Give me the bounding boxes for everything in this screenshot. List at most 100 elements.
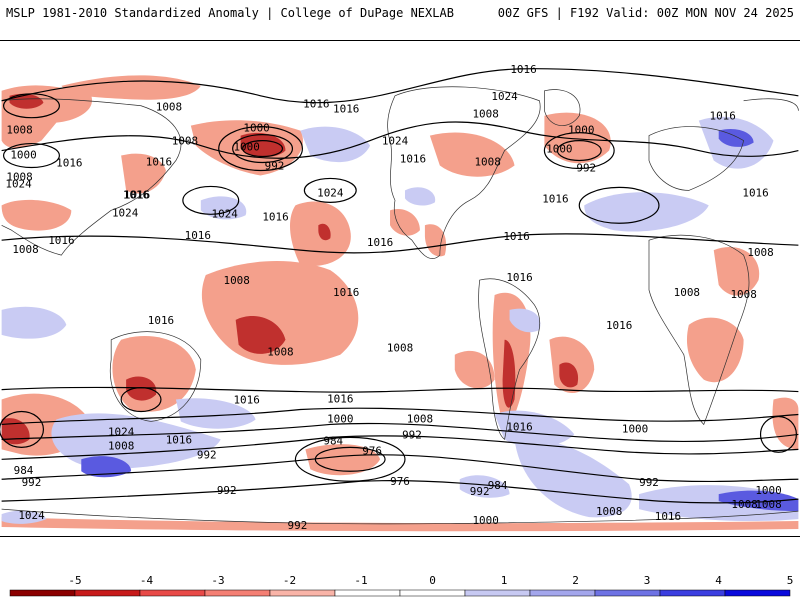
isobar-label: 1016 xyxy=(506,271,532,284)
isobar-label: 1008 xyxy=(474,155,500,168)
isobar-low-center xyxy=(218,126,303,172)
coastline-africa xyxy=(648,234,750,426)
colorbar-swatches xyxy=(9,589,791,597)
chart-title: MSLP 1981-2010 Standardized Anomaly | Co… xyxy=(6,6,454,20)
anomaly-patch xyxy=(126,376,157,401)
isobar-label: 1016 xyxy=(367,236,393,249)
mslp-anomaly-map: 1016 1008 1008 1016 1008 1000 1008 1016 1024 1000… xyxy=(0,40,800,537)
isobar-label: 1016 xyxy=(400,153,426,166)
isobar-label: 1016 xyxy=(166,433,192,446)
isobar-label: 992 xyxy=(470,485,490,498)
anomaly-patch xyxy=(235,315,286,354)
isobar-low-center xyxy=(294,436,406,482)
colorbar-tick-label: -5 xyxy=(68,574,81,587)
isobar-label: 1024 xyxy=(108,425,135,438)
coastlines xyxy=(1,86,799,525)
anomaly-patch xyxy=(718,490,799,512)
isobar-label: 1024 xyxy=(317,186,344,199)
isobar-label: 1016 xyxy=(48,234,74,247)
colorbar-swatch xyxy=(74,589,141,597)
isobar-label: 1016 xyxy=(303,98,329,111)
isobar-label: 1016 xyxy=(510,63,536,76)
colorbar-tick-label: -3 xyxy=(211,574,224,587)
isobar-label: 1000 xyxy=(10,149,36,162)
isobar-low-center xyxy=(0,410,45,448)
isobar-low-center xyxy=(3,142,60,169)
isobar-label: 984 xyxy=(14,464,34,477)
isobar-low-center xyxy=(3,93,60,119)
colorbar-tick-label: -4 xyxy=(140,574,154,587)
isobar-labels: 1016 1008 1008 1016 1008 1000 1008 1016 1024 1000… xyxy=(5,63,781,532)
isobar-low-center xyxy=(232,134,294,164)
isobar-label: 1016 xyxy=(333,286,359,299)
colorbar-swatch xyxy=(464,589,531,597)
anomaly-patch xyxy=(718,128,754,147)
colorbar-swatch xyxy=(594,589,661,597)
anomaly-patch xyxy=(686,317,744,383)
isobar-label: 1016 xyxy=(506,420,532,433)
isobar-label: 1016 xyxy=(655,510,681,523)
isobar-high-center xyxy=(182,185,240,215)
colorbar-tick-label: 4 xyxy=(715,574,722,587)
anomaly-patch xyxy=(300,126,371,163)
isobar-label: 1016 xyxy=(606,319,632,332)
colorbar-tick-label: -2 xyxy=(283,574,296,587)
isobar-line xyxy=(1,407,799,426)
anomaly-patch xyxy=(318,223,331,241)
isobar-label: 992 xyxy=(197,448,217,461)
isobar-label: 1016 xyxy=(148,314,174,327)
isobar-label: 1008 xyxy=(674,286,700,299)
isobar-high-center xyxy=(578,186,660,224)
isobar-label: 984 xyxy=(488,479,508,492)
anomaly-patch xyxy=(240,132,286,158)
isobar-label: 1024 xyxy=(112,206,139,219)
isobar-low-center xyxy=(543,132,615,170)
anomaly-patch xyxy=(454,350,495,389)
colorbar-swatch xyxy=(659,589,726,597)
anomaly-patch xyxy=(175,398,256,429)
coastline-europe xyxy=(648,126,745,191)
anomaly-patch xyxy=(404,187,436,206)
isobar-line xyxy=(1,480,799,504)
isobar-label: 992 xyxy=(22,476,42,489)
colorbar-swatch xyxy=(399,589,466,597)
isobar-line xyxy=(1,68,799,104)
colorbar-ticks: -5 -4 -3 -2 -1 0 1 2 3 4 5 xyxy=(68,574,793,587)
isobar-label: 1016 xyxy=(262,210,288,223)
colorbar-swatch xyxy=(529,589,596,597)
anomaly-patch xyxy=(81,456,132,478)
isobar-label: 1008 xyxy=(747,246,773,259)
isobar-label: 1008 xyxy=(156,101,182,114)
anomaly-patch xyxy=(713,247,760,296)
model-run-label: 00Z GFS | F192 Valid: 00Z MON NOV 24 202… xyxy=(497,6,794,20)
isobar-label: 1024 xyxy=(382,135,409,148)
isobar-label: 1008 xyxy=(172,135,198,148)
isobar-label: 1008 xyxy=(596,505,622,518)
isobar-label: 992 xyxy=(217,484,237,497)
isobar-line xyxy=(1,422,799,443)
anomaly-patch xyxy=(1,517,799,532)
coastline-north-america xyxy=(387,86,541,260)
isobar-label: 1008 xyxy=(6,124,32,137)
colorbar-tick-label: -1 xyxy=(354,574,367,587)
anomaly-patch xyxy=(584,192,709,232)
coastline-south-america xyxy=(478,278,541,440)
isobar-label: 984 xyxy=(323,434,343,447)
isobar-label: 1000 xyxy=(546,143,572,156)
isobar-label: 1016 xyxy=(185,229,211,242)
colorbar-swatch xyxy=(724,589,791,597)
anomaly-patch xyxy=(1,418,30,445)
coastline-antarctica xyxy=(1,508,799,525)
anomaly-patch xyxy=(429,132,515,177)
colorbar-tick-label: 2 xyxy=(572,574,579,587)
colorbar-tick-label: 3 xyxy=(644,574,651,587)
anomaly-patch xyxy=(494,410,575,448)
isobar-low-center xyxy=(120,387,162,413)
isobar-label: 992 xyxy=(288,519,308,532)
anomaly-patch xyxy=(544,112,611,164)
isobar-label: 1008 xyxy=(407,412,433,425)
colorbar-tick-label: 0 xyxy=(429,574,436,587)
isobar-line xyxy=(1,435,799,460)
anomaly-patch xyxy=(424,224,447,257)
isobar-label: 1016 xyxy=(56,156,82,169)
